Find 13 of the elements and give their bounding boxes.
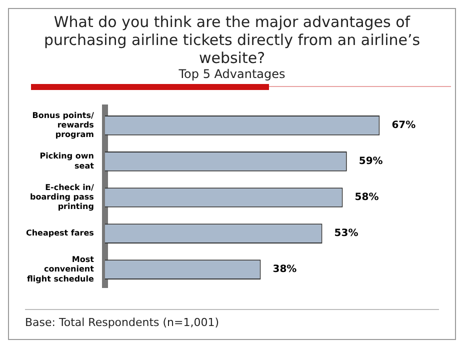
- y-tick-label: Most convenient flight schedule: [27, 255, 94, 284]
- text: Base: Total Respondents (n=1,001): [25, 309, 439, 329]
- y-tick-label: Cheapest fares: [26, 228, 94, 238]
- data-label: 53%: [334, 228, 358, 240]
- data-label: 38%: [272, 264, 297, 276]
- chart-title: What do you think are the major advantages of purchasing airline tickets directly from an airline’s website?: [42, 12, 422, 67]
- data-label: 58%: [354, 192, 379, 204]
- y-tick-label: Bonus points/ rewards program: [32, 110, 94, 140]
- chart-subtitle: Top 5 Advantages: [178, 67, 286, 82]
- data-label: 67%: [392, 120, 416, 132]
- y-tick-label: Picking own seat: [40, 152, 94, 170]
- data-label: 59%: [358, 156, 383, 168]
- y-tick-label: E-check in/ boarding pass printing: [30, 182, 94, 212]
